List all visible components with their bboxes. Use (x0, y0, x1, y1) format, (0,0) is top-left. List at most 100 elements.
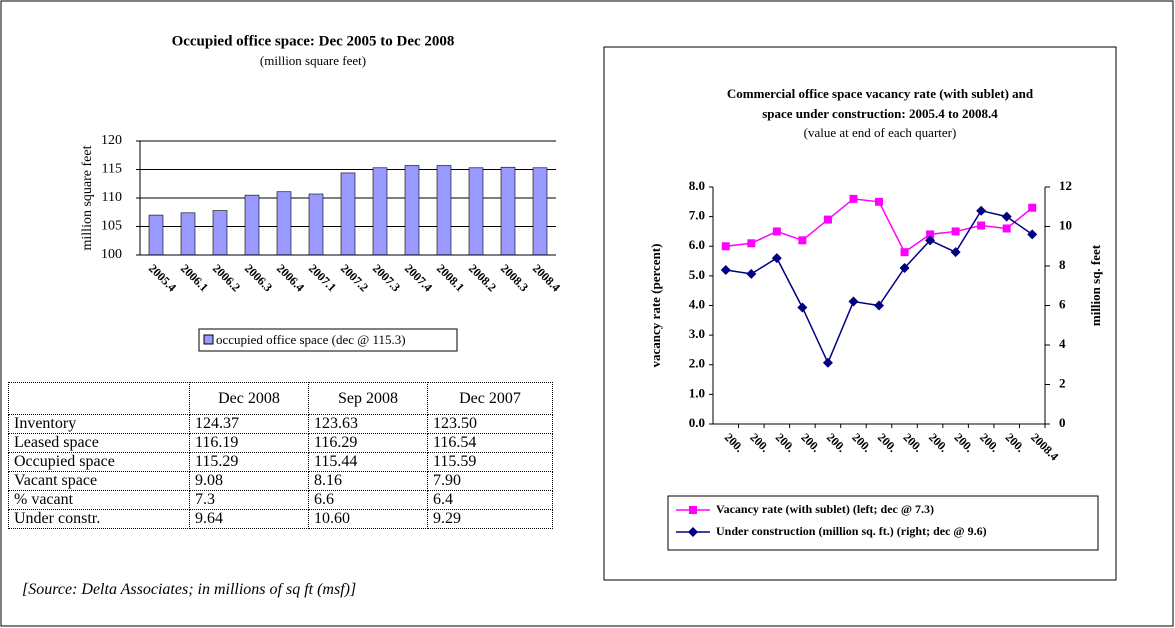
bar (308, 193, 324, 256)
value-cell: 6.4 (427, 490, 553, 510)
chart-frame (603, 46, 1117, 581)
value-cell: 115.29 (189, 452, 309, 472)
x-tick-label: 2008.1 (434, 261, 467, 294)
table-row: Under constr. 9.64 10.60 9.29 (8, 509, 553, 529)
header-cell: Dec 2008 (189, 382, 309, 415)
point (848, 296, 859, 307)
legend-label: Under construction (million sq. ft.) (ri… (716, 524, 987, 538)
point (721, 242, 730, 251)
y-tick-label: 115 (102, 162, 122, 177)
x-tick-label: 200. (824, 430, 849, 455)
x-tick-label: 200. (798, 430, 823, 455)
y-axis-label: million square feet (80, 145, 95, 250)
y-tick-label: 1.0 (689, 385, 705, 400)
value-cell: 7.90 (427, 471, 553, 491)
x-tick-label: 2008.3 (498, 261, 531, 294)
y2-tick-label: 8 (1059, 257, 1066, 272)
y2-tick-label: 12 (1059, 178, 1072, 193)
x-tick-label: 200. (747, 430, 772, 455)
point (976, 205, 987, 216)
row-label: Inventory (8, 414, 190, 434)
x-tick-label: 2008.4 (530, 261, 563, 294)
table-row: Vacant space 9.08 8.16 7.90 (8, 471, 553, 491)
y-tick-label: 3.0 (689, 326, 705, 341)
series-line (725, 198, 1033, 254)
point (950, 247, 961, 258)
bar (468, 167, 484, 256)
data-table: Dec 2008 Sep 2008 Dec 2007 Inventory 124.37… (8, 382, 553, 529)
bar (340, 172, 356, 256)
point (899, 262, 910, 273)
value-cell: 8.16 (308, 471, 428, 491)
point (747, 239, 756, 248)
point (1028, 203, 1037, 212)
y-tick-label: 120 (101, 133, 122, 148)
point (849, 194, 858, 203)
row-label: Occupied space (8, 452, 190, 472)
y2-tick-label: 4 (1059, 336, 1066, 351)
bar (532, 167, 548, 256)
chart-subtitle: (million square feet) (260, 53, 366, 68)
point (926, 230, 935, 239)
legend-box (667, 495, 1099, 551)
table-row: Leased space 116.19 116.29 116.54 (8, 433, 553, 453)
x-tick-label: 200. (926, 430, 951, 455)
y-tick-label: 100 (101, 247, 122, 262)
x-tick-label: 2008.4 (1028, 430, 1061, 463)
row-label: Under constr. (8, 509, 190, 529)
point (951, 227, 960, 236)
x-tick-label: 200. (773, 430, 798, 455)
point (875, 197, 883, 206)
point (689, 506, 697, 514)
chart-title: Commercial office space vacancy rate (wi… (727, 86, 1034, 121)
x-tick-label: 200. (952, 430, 977, 455)
y-tick-label: 4.0 (689, 296, 705, 311)
point (900, 248, 909, 257)
value-cell: 115.59 (427, 452, 553, 472)
bar (180, 212, 196, 256)
y-tick-label: 2.0 (689, 356, 705, 371)
bar (148, 214, 164, 256)
value-cell: 116.19 (189, 433, 309, 453)
header-cell: Dec 2007 (427, 382, 553, 415)
x-tick-label: 200. (849, 430, 874, 455)
source-note: [Source: Delta Associates; in millions o… (22, 581, 357, 598)
point (925, 235, 936, 246)
legend-label: Vacancy rate (with sublet) (left; dec @ … (716, 502, 934, 516)
y-tick-label: 8.0 (689, 178, 705, 193)
bar (212, 210, 228, 256)
value-cell: 116.54 (427, 433, 553, 453)
header-row: Dec 2008 Sep 2008 Dec 2007 (8, 382, 553, 415)
value-cell: 9.29 (427, 509, 553, 529)
y-tick-label: 5.0 (689, 267, 705, 282)
x-tick-label: 200. (722, 430, 747, 455)
value-cell: 123.63 (308, 414, 428, 434)
value-cell: 123.50 (427, 414, 553, 434)
row-label: Leased space (8, 433, 190, 453)
x-tick-label: 2007.2 (338, 261, 371, 294)
value-cell: 9.64 (189, 509, 309, 529)
y-tick-label: 0.0 (689, 415, 705, 430)
y-tick-label: 7.0 (689, 208, 705, 223)
point (822, 357, 833, 368)
table-row: Occupied space 115.29 115.44 115.59 (8, 452, 553, 472)
point (746, 268, 757, 279)
y2-tick-label: 6 (1059, 296, 1066, 311)
y-tick-label: 6.0 (689, 237, 705, 252)
bar (276, 191, 292, 256)
y-axis-label: vacancy rate (percent) (648, 244, 663, 368)
legend-box (198, 328, 458, 352)
point (874, 300, 884, 311)
value-cell: 9.08 (189, 471, 309, 491)
y2-tick-label: 0 (1059, 415, 1066, 430)
point (771, 253, 782, 264)
x-tick-label: 2006.4 (274, 261, 307, 294)
y2-axis-label: million sq. feet (1088, 244, 1103, 326)
value-cell: 7.3 (189, 490, 309, 510)
value-cell: 115.44 (308, 452, 428, 472)
bar (244, 194, 260, 256)
point (772, 227, 781, 236)
point (1001, 211, 1012, 222)
point (1002, 224, 1011, 233)
